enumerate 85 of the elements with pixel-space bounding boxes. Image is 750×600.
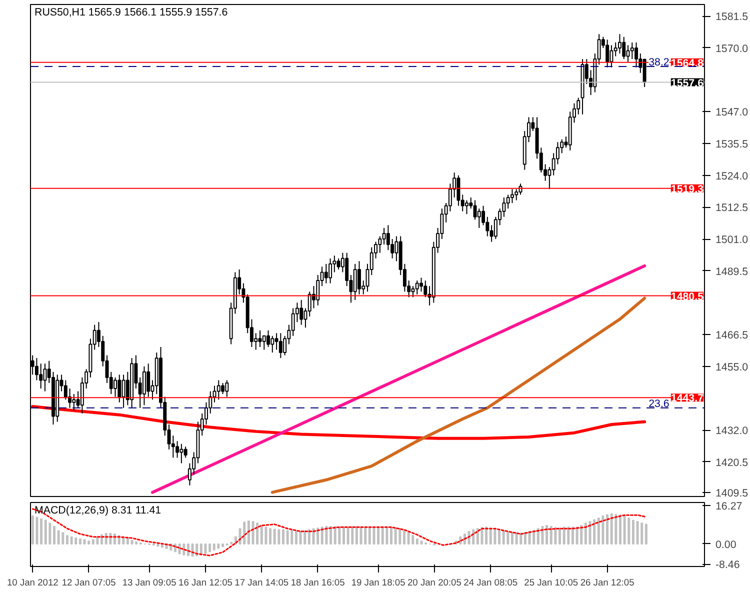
x-tick-label: 10 Jan 2012 [6,578,58,588]
candlestick [415,280,419,295]
candlestick [258,330,262,348]
annotation: 23.6 [648,398,670,410]
candlestick [34,358,38,381]
chart-title: RUS50,H1 1565.9 1566.1 1555.9 1557.6 [34,6,228,18]
candlestick [514,188,518,201]
y-tick-label: 1512.5 [716,202,748,214]
candlestick [278,332,282,359]
x-tick-label: 20 Jan 20:05 [407,578,462,588]
candlestick [420,277,423,292]
annotation: 38.2 [648,56,670,69]
candlestick [221,382,225,395]
candlestick [176,440,180,458]
candlestick [357,260,361,295]
candlestick [456,174,460,206]
y-tick-label: 1432.0 [716,425,748,438]
candlestick [216,380,220,400]
candlestick [610,44,614,68]
candlestick [386,224,390,251]
candlestick [316,274,320,306]
y-tick-label: 1547.0 [716,106,748,119]
candlestick [122,374,126,408]
y-tick-label: 1455.0 [716,361,748,374]
candlestick [576,97,580,115]
ref-line-label: 1480.5 [670,290,704,303]
y-tick-label: 1535.5 [716,138,748,150]
candlestick [43,363,47,392]
line-series [270,296,646,494]
candlestick [630,42,634,60]
x-tick-label: 16 Jan 12:05 [178,578,232,588]
candlestick [39,363,43,390]
candlestick [184,446,188,458]
x-tick-label: 19 Jan 18:05 [351,578,406,588]
candlestick [180,443,184,464]
y-tick-label: 1570.0 [716,42,748,55]
y-tick-label: 1466.5 [716,330,748,342]
candlestick [225,380,229,398]
x-tick-label: 24 Jan 08:05 [464,578,518,588]
y-tick-label: 1524.0 [716,170,748,182]
candlestick [114,376,118,398]
candlestick [262,335,266,350]
candlestick [606,39,610,68]
y-tick-label: 1581.5 [716,11,748,24]
candlestick [642,58,646,88]
candlestick [118,374,122,403]
candlestick [72,394,76,412]
x-tick-label: 26 Jan 12:05 [580,578,634,588]
candlestick [266,330,270,348]
y-tick-label: -8.46 [716,559,740,572]
candlestick [324,263,328,284]
y-tick-label: 1420.5 [716,456,748,469]
candlestick [510,188,514,204]
y-tick-label: 0.00 [716,538,736,551]
x-tick-label: 12 Jan 07:05 [62,578,116,588]
candlestick [300,299,304,326]
candlestick [465,200,468,215]
x-tick-label: 18 Jan 16:05 [290,578,345,588]
ref-line-label: 1519.3 [670,183,704,196]
ref-line-label: 1564.8 [670,57,704,70]
candlestick [270,335,274,354]
y-tick-label: 1501.0 [716,234,748,246]
candlestick [634,42,638,68]
candlestick [424,280,428,298]
candlestick [353,263,357,300]
candlestick [618,34,622,54]
y-tick-label: 1489.5 [716,266,748,278]
x-tick-label: 13 Jan 09:05 [122,578,176,588]
x-tick-label: 25 Jan 10:05 [524,578,578,588]
ref-line-label: 1557.6 [670,77,704,90]
candlestick [411,286,415,298]
candlestick [626,44,630,62]
candlestick [622,36,626,60]
candlestick [328,258,332,284]
candlestick [382,227,386,246]
candlestick [336,258,340,270]
candlestick [477,208,481,228]
x-tick-label: 17 Jan 14:05 [234,578,289,588]
chart-title: MACD(12,26,9) 8.31 11.41 [34,504,162,516]
candlestick [64,380,68,400]
candlestick [146,363,150,398]
line-series [31,405,646,440]
y-tick-label: 16.27 [716,500,742,512]
candlestick [142,366,146,406]
y-tick-label: 1409.5 [716,487,748,500]
